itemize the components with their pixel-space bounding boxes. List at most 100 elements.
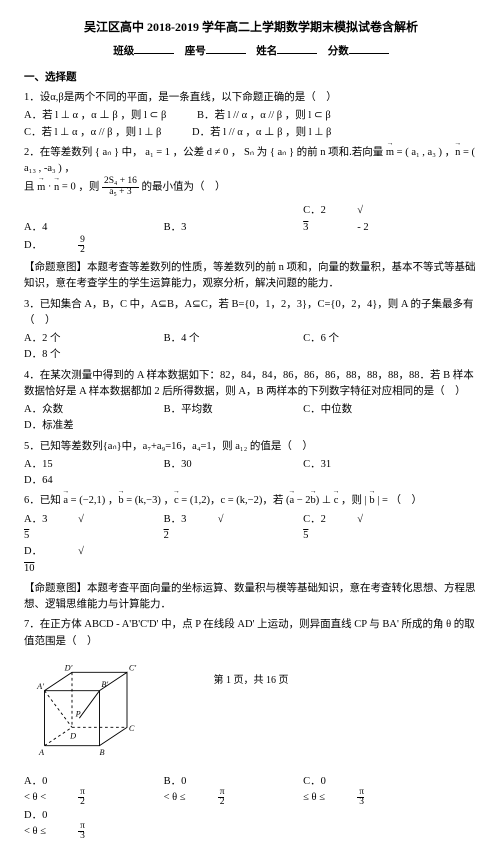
q6-c: = (k,−3) ， [124,495,174,506]
q7c-pre: C．0 ≤ θ ≤ [303,774,329,807]
q4-opt-c: C．中位数 [303,402,412,418]
q4-opt-d: D．标准差 [24,418,133,434]
q1-stem: 1．设α,β是两个不同的平面，是一条直线，以下命题正确的是（ ） [24,90,478,106]
q7c-den: 3 [357,798,363,808]
hint-2: 【命题意图】本题考查等差数列的性质，等差数列的前 n 项和，向量的数量积，基本不… [24,260,478,293]
q2-text-f: = 0 ，则 [59,182,102,193]
cube-label-b: B [100,748,105,757]
q7-opt-a: A．0 < θ < π2 [24,774,133,808]
q7-opt-b: B．0 < θ ≤ π2 [164,774,273,808]
hint-6: 【命题意图】本题考查平面向量的坐标运算、数量积与模等基础知识，意在考查转化思想、… [24,581,478,614]
class-label: 班级 [113,46,134,57]
name-blank [277,43,317,54]
q1-options: A．若 l ⊥ α ，α ⊥ β ，则 l ⊂ β B．若 l // α ，α … [24,108,478,141]
q6d-sqrt: 10 [24,561,50,577]
q3-opt-d: D．8 个 [24,347,133,363]
vector-a-icon: a [63,493,68,509]
q3-options: A．2 个 B．4 个 C．6 个 D．8 个 [24,331,478,364]
q5-opt-a: A．15 [24,457,133,473]
question-6: 6．已知 a = (−2,1) ，b = (k,−3) ，c = (1,2)，c… [24,493,478,576]
q7-stem: 7．在正方体 ABCD - A'B'C'D' 中，点 P 在线段 AD' 上运动… [24,617,478,650]
q2d-pre: D． [24,238,50,254]
q2-opt-c: C．2√3 - 2 [303,203,412,236]
q7d-num: π [78,822,84,833]
seat-label: 座号 [185,46,206,57]
q6-a: 6．已知 [24,495,63,506]
q2-text-a: 2．在等差数列 { aₙ } 中， a₁ = 1 ，公差 d ≠ 0 ， Sₙ … [24,147,386,158]
q7b-num: π [218,788,224,799]
score-blank [349,43,389,54]
q7a-frac: π2 [78,788,104,808]
cube-label-c1: C' [129,663,137,672]
q2-stem-line2: 且 m · n = 0 ，则 2S₄ + 16 a₅ + 3 的最小值为（ ） [24,177,478,197]
q6c-sqrt: 5 [303,528,329,544]
q1-opt-b: B．若 l // α ，α // β ，则 l ⊂ β [197,108,331,124]
q7a-num: π [78,788,84,799]
q6b-sqrt: 2 [164,528,190,544]
q7d-pre: D．0 < θ ≤ [24,808,50,841]
q6-opt-d: D．√10 [24,544,133,577]
name-label: 姓名 [256,46,277,57]
seat-blank [206,43,246,54]
q2-text-d: 且 [24,182,37,193]
question-1: 1．设α,β是两个不同的平面，是一条直线，以下命题正确的是（ ） A．若 l ⊥… [24,90,478,141]
q6-e: − 2 [294,495,310,506]
question-3: 3．已知集合 A，B，C 中，A⊆B，A⊆C，若 B={0，1，2，3}，C={… [24,297,478,364]
q7a-pre: A．0 < θ < [24,774,50,807]
cube-diagram-icon: A B C D A' B' C' D' P [28,654,138,764]
page-footer: 第 1 页，共 16 页 [0,673,502,689]
q7b-frac: π2 [218,788,244,808]
q2d-den: 2 [78,246,84,256]
cube-label-c: C [129,724,135,733]
q6c-pre: C．2 [303,512,329,528]
vector-n-icon: n [455,145,460,161]
q6a-pre: A．3 [24,512,50,528]
question-2: 2．在等差数列 { aₙ } 中， a₁ = 1 ，公差 d ≠ 0 ， Sₙ … [24,145,478,256]
vector-b-icon-2: b [311,493,316,509]
q7b-pre: B．0 < θ ≤ [164,774,190,807]
question-4: 4．在某次测量中得到的 A 样本数据如下：82，84，84，86，86，86，8… [24,368,478,435]
q2c-post: - 2 [357,220,383,236]
cube-label-d: D [69,731,76,740]
q6-options: A．3√5 B．3√2 C．2√5 D．√10 [24,512,478,577]
q7b-den: 2 [218,798,224,808]
q4-stem: 4．在某次测量中得到的 A 样本数据如下：82，84，84，86，86，86，8… [24,368,478,401]
vector-b-icon: b [118,493,123,509]
q1-opt-c: C．若 l ⊥ α ，α // β ，则 l ⊥ β [24,125,161,141]
q7d-frac: π3 [78,822,104,842]
question-7: 7．在正方体 ABCD - A'B'C'D' 中，点 P 在线段 AD' 上运动… [24,617,478,842]
q3-opt-c: C．6 个 [303,331,412,347]
header-line: 班级 座号 姓名 分数 [24,43,478,60]
question-5: 5．已知等差数列{aₙ}中，a₇+a₉=16，a₄=1，则 a₁₂ 的值是（ ）… [24,439,478,490]
vector-m-icon: m [386,145,394,161]
q7a-den: 2 [78,798,84,808]
q2-text-b: = ( a₁ , a₃ ) ， [394,147,455,158]
q6b-pre: B．3 [164,512,190,528]
q6-f: ) ⊥ [316,495,334,506]
q2d-frac: 92 [78,236,104,256]
q2-options: A．4 B．3 C．2√3 - 2 D．92 [24,203,478,256]
q3-stem: 3．已知集合 A，B，C 中，A⊆B，A⊆C，若 B={0，1，2，3}，C={… [24,297,478,330]
q6-g: ，则 | [338,495,369,506]
vector-a-icon-2: a [289,493,294,509]
q1-opt-a: A．若 l ⊥ α ，α ⊥ β ，则 l ⊂ β [24,108,166,124]
vector-m-icon-2: m [37,180,45,196]
q2-text-g: 的最小值为（ ） [142,182,226,193]
q2-fraction: 2S₄ + 16 a₅ + 3 [102,177,139,197]
vector-n-icon-2: n [54,180,59,196]
q6d-pre: D． [24,544,50,560]
cube-label-a: A [38,748,45,757]
q6-b: = (−2,1) ， [68,495,118,506]
q2-opt-a: A．4 [24,220,133,236]
q2c-pre: C．2 [303,203,329,219]
q6-stem: 6．已知 a = (−2,1) ，b = (k,−3) ，c = (1,2)，c… [24,493,478,509]
q6-d: = (1,2)，c = (k,−2)，若 ( [179,495,290,506]
q7c-num: π [357,788,363,799]
vector-b-icon-3: b [369,493,374,509]
q6-opt-c: C．2√5 [303,512,412,545]
q4-options: A．众数 B．平均数 C．中位数 D．标准差 [24,402,478,435]
q2-frac-den: a₅ + 3 [102,188,139,198]
score-label: 分数 [328,46,349,57]
q2-stem-line1: 2．在等差数列 { aₙ } 中， a₁ = 1 ，公差 d ≠ 0 ， Sₙ … [24,145,478,178]
class-blank [134,43,174,54]
